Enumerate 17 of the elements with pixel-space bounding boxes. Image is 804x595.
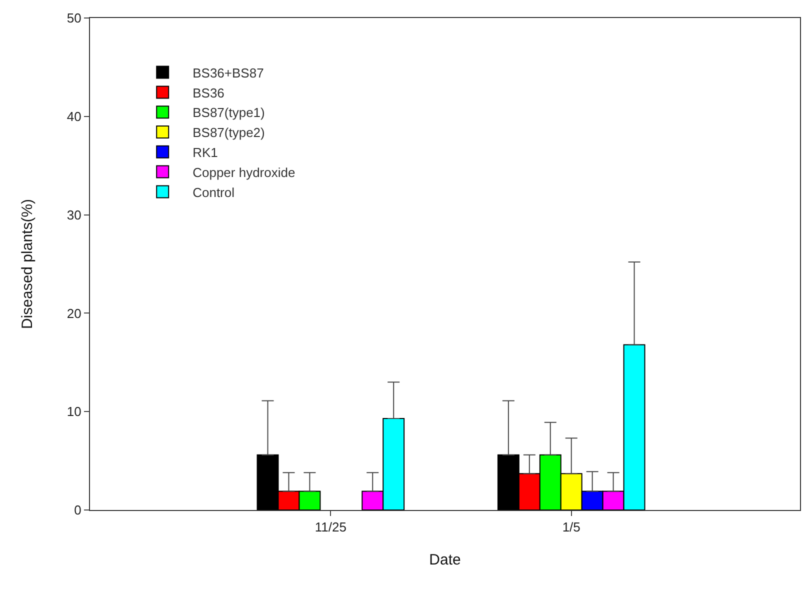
x-axis-title: Date <box>429 552 461 569</box>
legend-label: Control <box>192 184 235 200</box>
y-tick-label: 10 <box>66 404 82 420</box>
y-tick-label: 50 <box>66 10 82 26</box>
legend-label: RK1 <box>192 144 218 160</box>
x-tick-label: 11/25 <box>314 520 346 535</box>
y-tick-label: 20 <box>66 306 82 321</box>
y-tick-label: 0 <box>74 502 82 518</box>
legend-label: BS36 <box>192 85 224 100</box>
y-tick-label: 30 <box>66 207 82 222</box>
y-axis-title: Diseased plants(%) <box>19 198 36 330</box>
legend-label: Copper hydroxide <box>192 164 296 180</box>
legend-label: BS36+BS87 <box>192 65 264 80</box>
y-tick-label: 40 <box>66 108 82 124</box>
x-tick-label: 1/5 <box>562 520 580 535</box>
legend-label: BS87(type2) <box>192 125 265 140</box>
legend-label: BS87(type1) <box>192 105 265 120</box>
